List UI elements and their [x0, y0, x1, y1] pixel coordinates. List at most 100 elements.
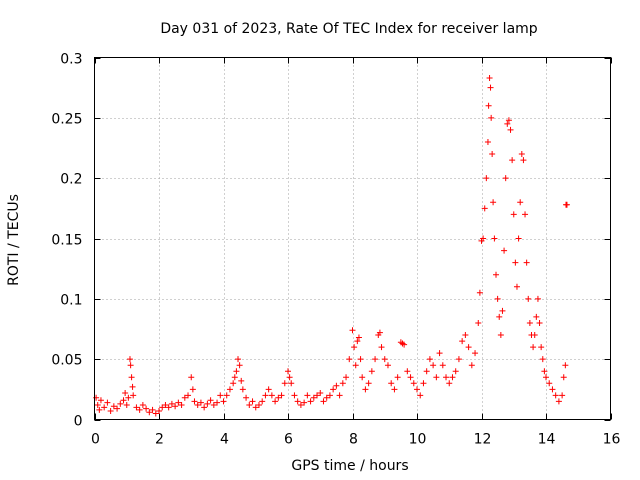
data-point [204, 400, 211, 407]
data-point [417, 392, 424, 399]
data-point [286, 374, 293, 381]
data-point [346, 356, 353, 363]
data-point [122, 389, 129, 396]
data-point [181, 394, 188, 401]
data-point [123, 402, 130, 409]
data-point [146, 409, 153, 416]
data-point [249, 398, 256, 405]
x-tick-label: 14 [538, 432, 556, 448]
data-point [236, 362, 243, 369]
x-tick-label: 2 [155, 432, 164, 448]
data-point [388, 380, 395, 387]
grid-lines [94, 57, 611, 420]
data-point [484, 138, 491, 145]
data-point [481, 205, 488, 212]
data-point [197, 399, 204, 406]
axis-ticks [94, 57, 612, 421]
data-point [351, 344, 358, 351]
data-point [491, 235, 498, 242]
data-point [522, 211, 529, 218]
data-point [207, 397, 214, 404]
data-point [194, 402, 201, 409]
data-point [559, 392, 566, 399]
data-point [129, 383, 136, 390]
data-point [430, 362, 437, 369]
data-point [381, 356, 388, 363]
data-point [314, 392, 321, 399]
data-point [560, 374, 567, 381]
data-point [407, 374, 414, 381]
data-point [235, 356, 242, 363]
data-point [543, 374, 549, 381]
data-point [285, 368, 291, 375]
data-point [509, 157, 516, 164]
data-point [552, 392, 559, 399]
data-point [230, 380, 237, 387]
data-point [128, 374, 135, 381]
data-point [485, 102, 492, 109]
data-point [185, 392, 192, 399]
data-point [507, 126, 514, 133]
data-point [526, 319, 533, 326]
data-point [443, 374, 450, 381]
data-point [349, 327, 356, 334]
data-point [159, 404, 166, 411]
data-point [459, 338, 466, 345]
y-tick-label: 0.05 [51, 353, 82, 369]
data-point [455, 356, 462, 363]
data-point [391, 386, 398, 393]
data-point [480, 235, 487, 242]
x-tick-label: 8 [349, 432, 358, 448]
data-point [414, 386, 420, 393]
data-point [210, 402, 217, 409]
data-point [499, 307, 506, 314]
data-point [486, 75, 493, 82]
data-point [201, 404, 208, 411]
data-point [433, 374, 440, 381]
data-point [452, 368, 459, 375]
data-point [281, 380, 288, 387]
data-point [355, 334, 362, 341]
data-point [487, 84, 494, 91]
x-tick-label: 10 [409, 432, 427, 448]
data-point [394, 374, 401, 381]
data-point [294, 398, 301, 405]
data-point [278, 392, 285, 399]
data-point [510, 211, 517, 218]
data-point [310, 394, 317, 401]
data-point [354, 338, 361, 345]
data-point [404, 368, 411, 375]
data-point [504, 120, 511, 127]
data-points [93, 75, 570, 417]
data-point [333, 382, 340, 389]
data-point [126, 356, 133, 363]
data-point [555, 398, 562, 405]
data-point [233, 368, 240, 375]
data-point [372, 356, 379, 363]
chart-title: Day 031 of 2023, Rate Of TEC Index for r… [160, 21, 537, 37]
data-point [152, 410, 159, 417]
data-point [362, 386, 369, 393]
data-point [291, 392, 298, 399]
data-point [505, 117, 512, 124]
data-point [262, 392, 269, 399]
data-point [191, 398, 198, 405]
x-tick-label: 0 [91, 432, 100, 448]
data-point [365, 380, 372, 387]
data-point [107, 408, 114, 415]
data-point [214, 399, 221, 406]
data-point [359, 374, 366, 381]
data-point [226, 386, 233, 393]
data-point [357, 356, 364, 363]
data-point [563, 201, 570, 208]
data-point [515, 235, 522, 242]
data-point [323, 394, 330, 401]
data-point [512, 259, 519, 266]
data-point [268, 392, 275, 399]
data-point [489, 151, 496, 158]
data-point [501, 247, 508, 254]
data-point [525, 295, 532, 302]
data-point [502, 175, 509, 182]
data-point [231, 374, 238, 381]
